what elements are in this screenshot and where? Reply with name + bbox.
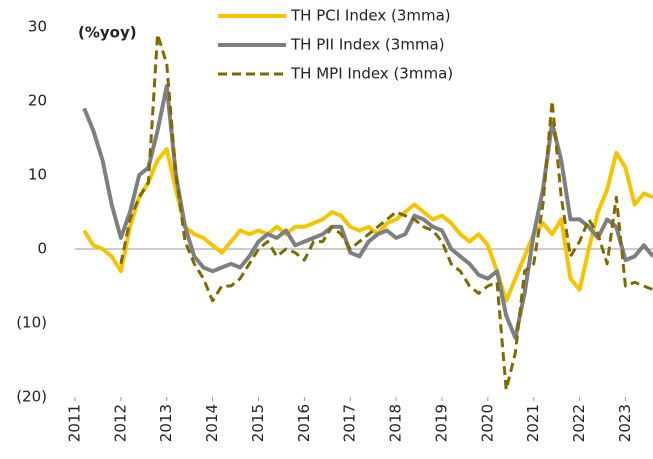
- x-tick-label: 2013: [157, 404, 175, 442]
- y-tick-label: 20: [28, 92, 47, 110]
- x-tick-label: 2011: [66, 404, 84, 442]
- x-tick-label: 2019: [432, 404, 450, 442]
- x-tick-label: 2014: [203, 404, 221, 442]
- legend-label: TH PII Index (3mma): [290, 36, 445, 54]
- x-tick-label: 2015: [249, 404, 267, 442]
- y-tick-label: 30: [28, 18, 47, 36]
- unit-annotation: (%yoy): [78, 24, 137, 42]
- x-tick-label: 2022: [570, 404, 588, 442]
- x-tick-label: 2023: [616, 404, 634, 442]
- series-line: [119, 32, 653, 392]
- x-tick-label: 2017: [341, 404, 359, 442]
- legend-label: TH MPI Index (3mma): [290, 65, 453, 83]
- y-tick-label: 0: [37, 240, 47, 258]
- y-tick-label: 10: [28, 166, 47, 184]
- x-tick-label: 2016: [295, 404, 313, 442]
- x-tick-label: 2021: [524, 404, 542, 442]
- x-tick-label: 2020: [478, 404, 496, 442]
- y-tick-label: (20): [16, 388, 47, 406]
- x-tick-label: 2018: [387, 404, 405, 442]
- series-line: [82, 84, 653, 340]
- y-tick-label: (10): [16, 314, 47, 332]
- series-line: [82, 147, 653, 303]
- x-tick-label: 2012: [111, 404, 129, 442]
- legend-label: TH PCI Index (3mma): [290, 7, 451, 25]
